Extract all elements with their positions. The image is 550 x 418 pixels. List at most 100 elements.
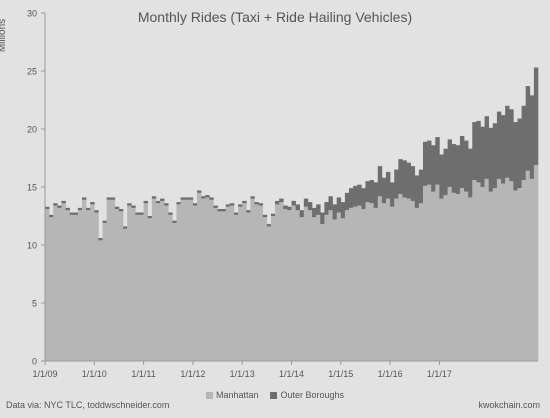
x-tick-label: 1/1/12: [180, 369, 205, 379]
bar-outer-boroughs: [45, 206, 50, 210]
credit-note: kwokchain.com: [478, 400, 540, 410]
bar-outer-boroughs: [172, 220, 177, 223]
bar-manhattan: [525, 170, 531, 361]
y-tick-label: 30: [27, 9, 37, 19]
bar-outer-boroughs: [242, 200, 247, 204]
bar-outer-boroughs: [464, 140, 469, 192]
bar-manhattan: [57, 207, 62, 361]
bar-manhattan: [390, 206, 395, 361]
bar-outer-boroughs: [369, 180, 374, 204]
y-axis-label: Millions: [0, 18, 9, 53]
bar-manhattan: [324, 214, 329, 361]
bar-outer-boroughs: [168, 212, 173, 215]
bar-manhattan: [262, 217, 268, 361]
bar-manhattan: [143, 203, 149, 361]
bar-manhattan: [295, 210, 301, 361]
bar-manhattan: [94, 212, 99, 361]
bar-manhattan: [353, 206, 358, 361]
bar-manhattan: [484, 178, 489, 361]
bar-manhattan: [385, 198, 391, 361]
bar-manhattan: [513, 190, 518, 361]
bar-outer-boroughs: [488, 127, 494, 192]
y-tick-label: 0: [32, 357, 37, 367]
bar-manhattan: [65, 210, 70, 361]
bar-outer-boroughs: [451, 144, 457, 193]
bar-outer-boroughs: [270, 213, 276, 216]
bar-manhattan: [307, 210, 313, 361]
bar-manhattan: [188, 199, 194, 361]
bar-manhattan: [357, 205, 362, 361]
bar-manhattan: [287, 210, 292, 361]
bar-outer-boroughs: [468, 148, 473, 198]
bar-manhattan: [225, 206, 231, 361]
bar-manhattan: [316, 214, 321, 361]
bar-manhattan: [312, 217, 317, 361]
bar-manhattan: [344, 210, 350, 361]
bar-outer-boroughs: [86, 207, 91, 211]
bar-outer-boroughs: [246, 210, 251, 213]
bar-outer-boroughs: [266, 224, 272, 227]
bar-outer-boroughs: [229, 203, 235, 206]
bar-outer-boroughs: [431, 145, 436, 192]
bar-manhattan: [221, 211, 227, 361]
legend-swatch-manhattan: [205, 391, 213, 399]
bar-outer-boroughs: [94, 210, 99, 213]
bar-outer-boroughs: [459, 135, 465, 189]
bar-manhattan: [509, 181, 514, 361]
bar-outer-boroughs: [414, 175, 420, 208]
bar-outer-boroughs: [205, 195, 210, 198]
bar-outer-boroughs: [217, 209, 222, 212]
bar-manhattan: [81, 199, 87, 361]
bar-outer-boroughs: [377, 166, 383, 197]
bar-outer-boroughs: [176, 202, 181, 205]
legend-label-manhattan: Manhattan: [215, 390, 259, 400]
bar-manhattan: [517, 188, 522, 361]
bar-outer-boroughs: [53, 203, 58, 206]
bar-manhattan: [447, 187, 453, 361]
bar-outer-boroughs: [295, 204, 301, 211]
bar-outer-boroughs: [328, 196, 333, 211]
bar-outer-boroughs: [447, 139, 453, 187]
bar-manhattan: [98, 240, 103, 361]
bar-outer-boroughs: [422, 141, 428, 186]
bar-outer-boroughs: [525, 86, 531, 171]
bar-outer-boroughs: [81, 197, 87, 200]
bar-manhattan: [418, 203, 424, 361]
bar-outer-boroughs: [201, 196, 206, 199]
bar-outer-boroughs: [69, 212, 75, 215]
bar-manhattan: [480, 187, 485, 361]
x-tick-label: 1/1/10: [82, 369, 107, 379]
bar-outer-boroughs: [480, 126, 485, 187]
bar-outer-boroughs: [406, 162, 411, 199]
bar-manhattan: [275, 204, 280, 361]
bar-manhattan: [184, 199, 190, 361]
bar-manhattan: [118, 211, 124, 361]
bar-outer-boroughs: [357, 184, 362, 206]
bar-manhattan: [427, 184, 432, 361]
bar-outer-boroughs: [123, 226, 128, 229]
y-tick-label: 20: [27, 125, 37, 135]
bar-manhattan: [209, 199, 214, 361]
bar-manhattan: [86, 210, 91, 361]
legend-item-outer-boroughs: Outer Boroughs: [270, 390, 344, 400]
bar-manhattan: [303, 206, 309, 361]
bar-manhattan: [349, 207, 354, 361]
bar-outer-boroughs: [118, 209, 124, 212]
bar-manhattan: [53, 205, 58, 361]
bar-outer-boroughs: [496, 111, 502, 179]
bar-manhattan: [49, 217, 54, 361]
bar-outer-boroughs: [402, 160, 407, 198]
bar-outer-boroughs: [192, 203, 198, 206]
bar-manhattan: [451, 192, 457, 361]
bar-manhattan: [160, 200, 165, 361]
bar-manhattan: [110, 199, 116, 361]
bar-outer-boroughs: [73, 212, 79, 215]
bar-outer-boroughs: [509, 109, 514, 182]
bar-manhattan: [250, 198, 255, 361]
bar-manhattan: [336, 212, 342, 361]
bar-manhattan: [135, 214, 140, 361]
bar-outer-boroughs: [131, 205, 136, 208]
bar-manhattan: [61, 203, 66, 361]
bar-manhattan: [258, 205, 264, 361]
bar-manhattan: [373, 207, 379, 361]
